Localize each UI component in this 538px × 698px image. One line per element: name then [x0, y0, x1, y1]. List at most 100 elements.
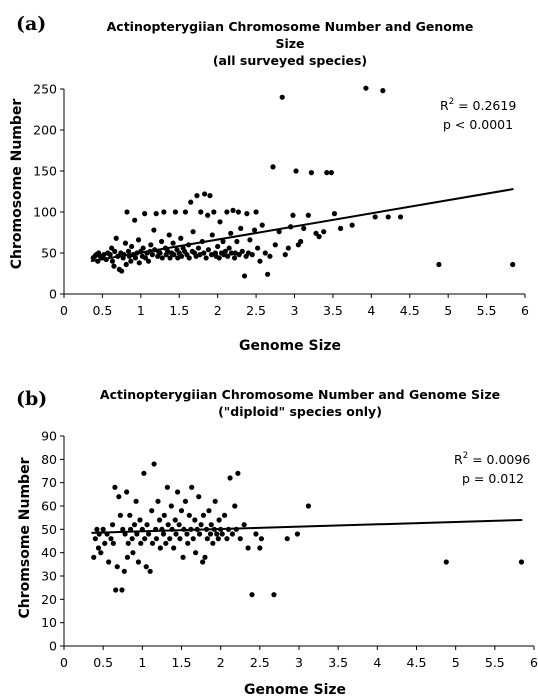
x-tick-label: 6	[530, 655, 538, 670]
data-point	[257, 545, 263, 551]
data-point	[215, 243, 221, 250]
data-point	[397, 214, 404, 220]
data-point	[206, 508, 212, 514]
data-point	[122, 240, 129, 246]
data-point	[293, 168, 299, 174]
data-point	[124, 209, 130, 215]
y-axis-title: Chromsome Number	[17, 457, 33, 618]
y-tick-label: 150	[33, 164, 57, 179]
data-point	[112, 484, 118, 490]
data-point	[209, 232, 215, 238]
data-point	[165, 522, 171, 528]
y-tick-label: 70	[41, 475, 57, 490]
data-point	[210, 540, 216, 546]
data-point	[160, 531, 167, 537]
x-tick-label: 0.5	[93, 655, 113, 670]
data-point	[338, 225, 344, 231]
data-point	[186, 512, 192, 518]
data-point	[135, 237, 142, 243]
data-point	[217, 219, 223, 225]
p-value-label: p < 0.0001	[443, 117, 513, 132]
data-point	[141, 470, 147, 476]
data-point	[265, 271, 271, 277]
data-point	[102, 540, 108, 546]
data-point	[124, 554, 131, 560]
data-point	[301, 225, 307, 231]
x-tick-label: 4.5	[400, 303, 420, 318]
data-point	[125, 540, 131, 546]
data-point	[235, 209, 242, 215]
data-point	[216, 517, 222, 523]
r-squared-label: R2 = 0.0096	[454, 451, 530, 467]
data-point	[111, 263, 117, 269]
data-point	[127, 512, 133, 518]
y-axis-title: Chromosome Number	[9, 99, 25, 270]
data-point	[163, 540, 169, 546]
data-point	[262, 250, 268, 256]
data-point	[193, 550, 199, 556]
data-point	[123, 261, 129, 268]
data-point	[257, 258, 263, 264]
data-point	[219, 531, 225, 537]
data-point	[279, 94, 285, 100]
data-point	[196, 494, 202, 500]
data-point	[253, 531, 259, 537]
data-point	[331, 211, 338, 217]
x-tick-label: 4.5	[407, 655, 427, 670]
data-point	[216, 255, 222, 261]
data-point	[235, 470, 241, 476]
data-point	[272, 242, 278, 248]
data-point	[205, 212, 211, 218]
x-tick-label: 0.5	[92, 303, 112, 318]
data-point	[202, 554, 208, 560]
chart-panel-b: (b) Actinopterygiian Chromosome Number a…	[16, 387, 538, 698]
data-point	[190, 229, 196, 235]
panel-label: (b)	[16, 388, 47, 410]
data-point	[117, 512, 123, 518]
x-tick-label: 2.5	[250, 655, 270, 670]
data-point	[178, 253, 185, 259]
data-point	[294, 531, 301, 537]
y-tick-label: 50	[41, 246, 57, 261]
data-point	[133, 498, 139, 504]
data-point	[177, 536, 183, 542]
data-point	[238, 225, 244, 231]
x-tick-label: 3.5	[328, 655, 348, 670]
data-point	[116, 494, 122, 500]
data-point	[132, 217, 138, 223]
data-point	[282, 252, 288, 258]
chart-title-line-1: Actinopterygiian Chromosome Number and G…	[100, 387, 500, 402]
y-tick-label: 100	[33, 205, 57, 220]
x-axis-title: Genome Size	[239, 338, 341, 354]
data-point	[204, 536, 210, 542]
data-point	[270, 164, 276, 170]
data-point	[138, 540, 144, 546]
data-point	[267, 253, 273, 259]
data-point	[232, 503, 238, 509]
data-point	[137, 517, 143, 523]
x-tick-label: 0	[60, 303, 68, 318]
data-point	[107, 252, 113, 258]
data-point	[224, 209, 230, 215]
data-point	[305, 503, 311, 509]
data-point	[228, 250, 235, 256]
data-point	[172, 517, 178, 523]
data-point	[249, 592, 255, 598]
data-point	[149, 540, 156, 546]
y-tick-label: 90	[41, 429, 57, 444]
data-point	[229, 531, 236, 537]
data-point	[176, 522, 182, 528]
data-point	[211, 209, 217, 215]
data-point	[130, 550, 136, 556]
data-point	[251, 227, 258, 233]
data-point	[155, 498, 161, 504]
data-point	[120, 526, 126, 532]
x-tick-label: 5.5	[477, 303, 497, 318]
data-point	[241, 273, 248, 279]
data-point	[161, 209, 167, 215]
data-point	[159, 255, 165, 261]
data-point	[328, 170, 334, 176]
data-point	[164, 484, 170, 490]
data-point	[184, 531, 190, 537]
data-point	[157, 250, 163, 256]
